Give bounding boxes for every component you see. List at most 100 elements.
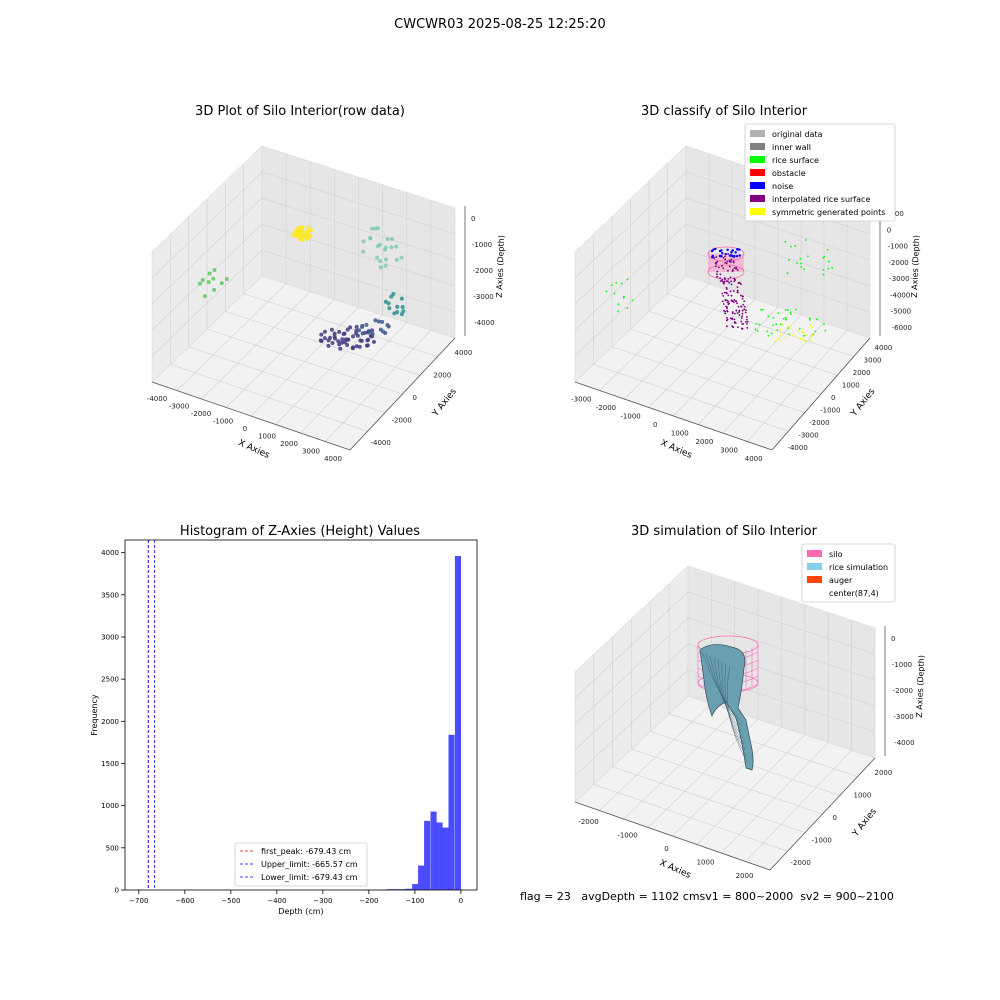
p2-point-rice: [760, 308, 763, 311]
p2-z-tick: -6000: [892, 324, 912, 332]
p2-point-interpolated: [726, 260, 729, 263]
p2-legend-swatch: [750, 182, 765, 189]
p1-point-bottom: [318, 338, 323, 343]
p1-point-bottom-blue: [367, 330, 372, 335]
p2-point-interpolated: [740, 317, 743, 319]
p2-z-tick: -1000: [888, 243, 908, 251]
p1-z-tick: -4000: [474, 319, 494, 327]
p2-legend-swatch: [750, 169, 765, 176]
p1-point-top: [299, 228, 304, 233]
p2-point-interpolated: [725, 286, 728, 289]
p2-point-interpolated: [728, 265, 731, 268]
p2-point-rice: [798, 327, 801, 330]
p2-point-noise: [718, 254, 722, 258]
p2-point-interpolated: [723, 277, 726, 279]
p2-point-interpolated: [731, 311, 734, 313]
p2-point-symmetric: [774, 339, 777, 342]
p4-grid-z: [574, 617, 876, 725]
p4-y-tick: 1000: [854, 792, 872, 800]
p2-legend-swatch: [750, 130, 765, 137]
p1-point-bottom: [322, 336, 327, 341]
p1-point-left: [207, 271, 212, 276]
p4-z-tick: 0: [891, 635, 895, 643]
p2-point-rice: [767, 334, 770, 337]
p3-legend-box: [234, 842, 368, 887]
p1-point-upper-right: [378, 265, 383, 270]
p2-legend-swatch: [750, 208, 765, 215]
p1-point-bottom: [336, 339, 341, 344]
p2-point-interpolated: [735, 267, 738, 270]
p2-z-tick: 0: [887, 226, 891, 234]
p2-point-interpolated: [736, 286, 739, 289]
p4-x-tick: 0: [664, 845, 668, 853]
p2-point-interpolated: [717, 266, 720, 269]
p1-x-tick: 2000: [280, 440, 298, 448]
p1-y-tick: -4000: [371, 439, 391, 447]
p2-point-rice: [788, 258, 790, 261]
p1-point-bottom-blue: [378, 327, 383, 332]
p2-point-rice: [814, 330, 817, 333]
p1-x-label: X Axies: [236, 438, 271, 461]
p2-point-rice: [617, 303, 620, 306]
p1-point-upper-right: [370, 226, 375, 231]
p1-y-label: Y Axies: [430, 387, 459, 420]
p2-point-interpolated: [738, 314, 741, 316]
p1-z-tick: -2000: [473, 267, 493, 275]
p2-point-noise: [720, 252, 724, 255]
p2-point-rice: [772, 324, 774, 327]
p2-y-tick: -3000: [798, 431, 818, 439]
p2-point-noise: [712, 248, 715, 251]
p2-point-symmetric: [802, 331, 805, 334]
p2-point-interpolated: [715, 261, 718, 264]
p4-grid-y: [631, 748, 823, 815]
p1-y-tick: 2000: [434, 372, 452, 380]
p2-legend-label: symmetric generated points: [772, 208, 885, 217]
p3-legend-label: Lower_limit: -679.43 cm: [261, 873, 358, 882]
p2-point-interpolated: [714, 265, 717, 268]
p2-point-rice: [610, 284, 613, 286]
p2-point-interpolated: [737, 305, 740, 308]
p4-y-label: Y Axies: [850, 807, 879, 840]
p2-point-symmetric: [796, 336, 799, 339]
p2-point-symmetric: [781, 323, 784, 326]
p2-point-interpolated: [746, 316, 748, 318]
p1-point-bottom: [340, 337, 345, 342]
p3-y-tick-label: 2500: [101, 676, 119, 684]
p2-point-symmetric: [777, 337, 780, 340]
p1-z-label: Z Axies (Depth): [495, 235, 506, 298]
p2-point-noise: [731, 249, 734, 252]
p1-point-bottom: [326, 338, 331, 343]
p1-x-tick: -3000: [169, 402, 189, 410]
p1-point-right-lower: [400, 304, 405, 309]
p2-legend-label: noise: [772, 182, 793, 191]
p2-point-rice: [617, 310, 619, 313]
p2-point-interpolated: [722, 295, 725, 297]
p1-y-axis-line: [349, 337, 456, 451]
p1-point-upper-right: [368, 236, 373, 241]
p2-point-symmetric: [779, 328, 781, 331]
p2-point-noise: [730, 254, 734, 257]
p3-hist-bar: [412, 884, 419, 890]
plot3-title: Histogram of Z-Axies (Height) Values: [179, 524, 421, 539]
p1-x-tick: 1000: [258, 433, 276, 441]
p1-grid-z: [151, 249, 456, 357]
p3-y-tick-label: 2000: [101, 718, 119, 726]
p2-point-noise: [734, 251, 737, 254]
p2-z-label: Z Axies (Depth): [910, 235, 921, 298]
p2-point-rice: [755, 323, 758, 325]
p4-grid-y: [669, 713, 858, 777]
p3-x-tick-label: −400: [267, 897, 286, 905]
p1-point-upper-right: [375, 244, 380, 249]
p2-point-interpolated: [733, 278, 736, 281]
p1-point-bottom-blue: [380, 319, 385, 324]
p2-point-interpolated: [724, 312, 727, 315]
p2-point-rice: [613, 292, 616, 295]
p2-point-interpolated: [736, 302, 738, 305]
p2-point-rice: [823, 323, 825, 326]
p2-point-noise: [726, 248, 729, 252]
p2-point-interpolated: [721, 280, 724, 282]
p2-point-interpolated: [732, 260, 735, 263]
p2-point-rice: [770, 332, 773, 335]
p1-x-tick: 3000: [302, 448, 320, 456]
p1-point-bottom: [339, 340, 344, 345]
